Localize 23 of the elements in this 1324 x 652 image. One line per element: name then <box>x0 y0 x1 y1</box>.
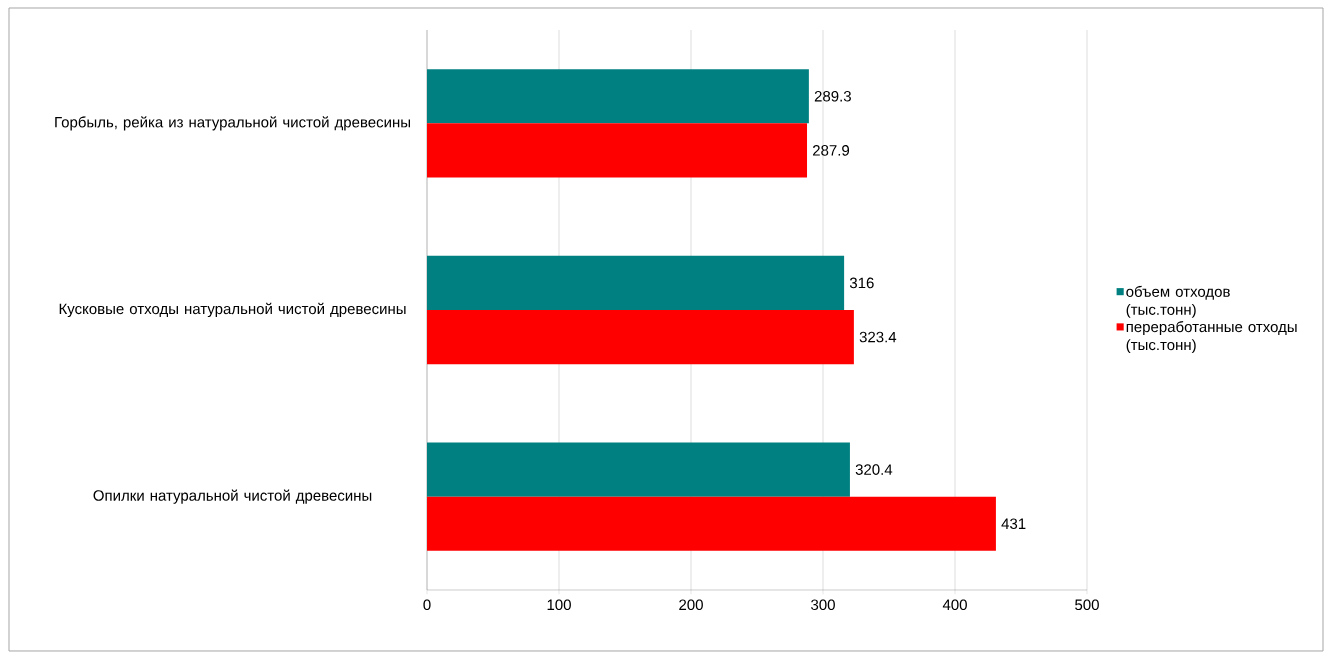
bar <box>427 69 809 124</box>
x-tick-label: 300 <box>811 599 835 611</box>
y-tick-label: Опилки натуральной чистой древесины <box>93 489 372 504</box>
x-tick-label: 500 <box>1075 599 1099 611</box>
bar <box>427 496 996 551</box>
bar <box>427 310 854 365</box>
data-label: 320.4 <box>855 464 893 475</box>
x-tick-label: 100 <box>547 599 571 611</box>
x-tick-label: 0 <box>423 599 431 611</box>
bar <box>427 255 845 310</box>
legend-label: переработанные отходы (тыс.тонн) <box>1126 321 1297 354</box>
data-label: 287.9 <box>812 145 850 156</box>
data-label: 316 <box>849 277 874 289</box>
y-tick-label: Кусковые отходы натуральной чистой древесины <box>59 302 406 318</box>
data-label: 431 <box>1001 518 1026 530</box>
bar <box>427 123 808 178</box>
bar <box>427 442 850 497</box>
x-tick-label: 400 <box>942 599 967 611</box>
data-label: 289.3 <box>814 90 851 102</box>
x-tick-label: 200 <box>679 599 703 611</box>
data-label: 323.4 <box>859 331 897 343</box>
y-tick-label: Горбыль, рейка из натуральной чистой древесины <box>55 116 411 131</box>
legend-label: объем отходов (тыс.тонн) <box>1126 285 1230 318</box>
